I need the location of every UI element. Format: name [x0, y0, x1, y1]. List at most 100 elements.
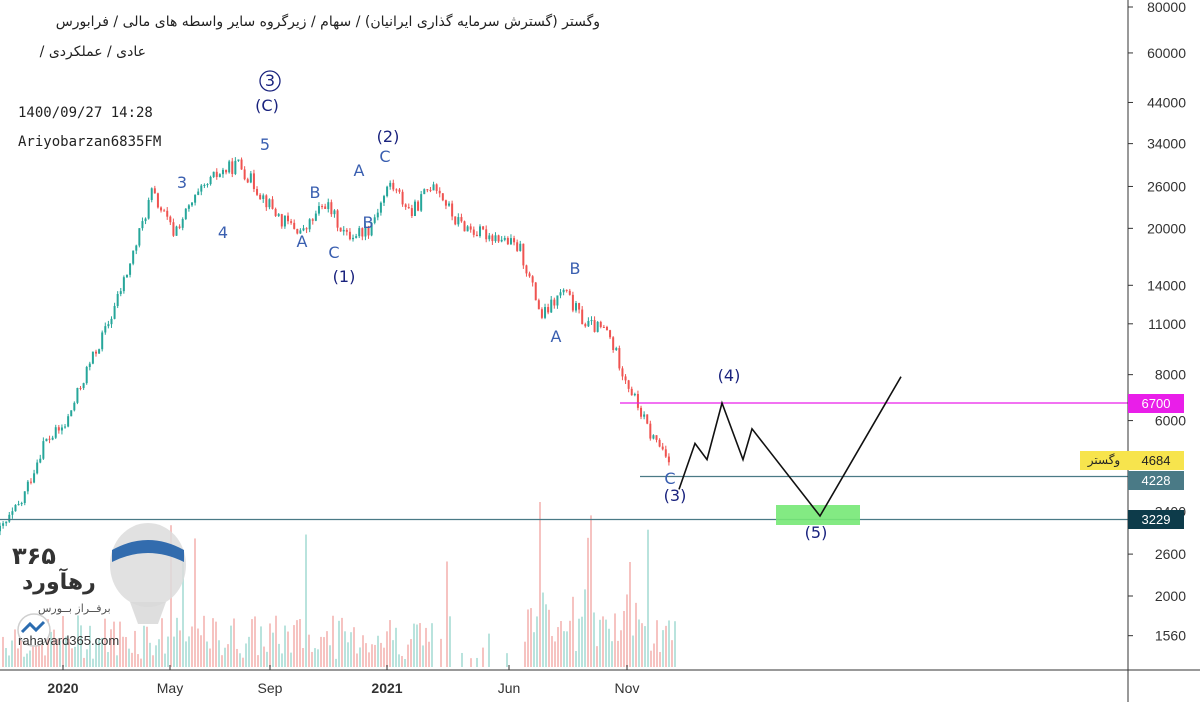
candle-body — [119, 291, 122, 294]
candle-body — [667, 456, 670, 463]
logo-number: ۳۶۵ — [12, 542, 56, 570]
candle-body — [324, 206, 327, 210]
candle-body — [33, 473, 36, 483]
volume-bar — [200, 635, 202, 667]
wave-label: A — [354, 161, 365, 180]
candle-body — [132, 250, 135, 264]
candle-body — [581, 309, 584, 325]
wave-label: C — [379, 147, 390, 166]
current-price-box: 4684 — [1128, 451, 1184, 470]
candle-body — [110, 318, 113, 325]
candle-body — [163, 210, 166, 212]
wave-label: (4) — [718, 366, 741, 385]
volume-bar — [2, 636, 4, 667]
volume-bar — [242, 657, 244, 667]
candle-body — [621, 368, 624, 377]
candle-body — [389, 182, 392, 187]
volume-bar — [662, 630, 664, 667]
volume-bar — [584, 589, 586, 667]
volume-bar — [215, 621, 217, 667]
candle-body — [370, 222, 373, 236]
candle-body — [287, 215, 289, 222]
candle-body — [122, 277, 125, 292]
volume-bar — [578, 618, 580, 667]
volume-bar — [158, 639, 160, 667]
volume-bar — [527, 609, 529, 667]
volume-bar — [236, 648, 238, 667]
candle-body — [540, 309, 543, 318]
candle-body — [609, 330, 612, 338]
candle-body — [513, 238, 516, 243]
candle-body — [302, 228, 305, 231]
volume-bar — [263, 646, 265, 667]
y-tick-label: 34000 — [1147, 136, 1186, 152]
wave-label: 5 — [260, 135, 270, 154]
candle-body — [646, 414, 649, 424]
wave-label: B — [363, 213, 374, 232]
candle-body — [466, 226, 469, 232]
volume-bar — [329, 645, 331, 667]
candle-body — [643, 414, 646, 417]
volume-bar — [356, 653, 358, 667]
volume-bar — [653, 643, 655, 667]
volume-bar — [53, 629, 55, 667]
volume-bar — [398, 654, 400, 667]
volume-bar — [614, 613, 616, 667]
candle-body — [225, 169, 228, 173]
volume-bar — [110, 629, 112, 667]
volume-bar — [164, 653, 166, 667]
candle-body — [178, 226, 181, 228]
candle-body — [649, 423, 652, 439]
volume-bar — [566, 631, 568, 667]
volume-bar — [563, 631, 565, 667]
volume-bar — [608, 628, 610, 667]
volume-bar — [95, 639, 97, 667]
candle-body — [352, 237, 355, 240]
volume-bar — [551, 636, 553, 667]
candle-body — [578, 303, 581, 310]
candle-body — [488, 235, 491, 240]
candle-body — [129, 263, 132, 275]
volume-bar — [17, 648, 19, 667]
candle-body — [187, 205, 190, 209]
volume-bar — [209, 648, 211, 667]
volume-bar — [224, 647, 226, 667]
author-label: Ariyobarzan6835FM — [18, 134, 162, 150]
volume-bar — [116, 655, 118, 667]
x-tick-label: Jun — [498, 680, 521, 696]
candle-body — [661, 446, 664, 450]
y-tick-label: 6000 — [1155, 413, 1186, 429]
candle-body — [550, 299, 553, 313]
volume-bar — [239, 653, 241, 667]
candle-body — [231, 161, 234, 174]
volume-bar — [29, 650, 31, 667]
volume-bar — [98, 638, 100, 667]
candle-body — [144, 218, 147, 222]
volume-bar — [8, 655, 10, 667]
candle-body — [314, 213, 317, 221]
candle-body — [85, 366, 88, 384]
candle-body — [355, 236, 358, 238]
volume-bar — [395, 627, 397, 667]
candle-body — [463, 221, 466, 232]
candle-body — [553, 299, 556, 306]
candle-body — [259, 194, 262, 200]
volume-bar — [596, 646, 598, 667]
volume-bar — [146, 626, 148, 667]
volume-bar — [587, 537, 589, 667]
volume-bar — [197, 628, 199, 667]
candle-body — [479, 226, 481, 237]
volume-bar — [440, 638, 442, 667]
candle-body — [79, 387, 82, 389]
volume-bar — [641, 623, 643, 667]
candle-body — [321, 206, 324, 208]
x-tick-label: May — [157, 680, 183, 696]
candle-body — [141, 221, 144, 229]
volume-bar — [74, 646, 76, 667]
candle-body — [23, 491, 26, 503]
volume-bar — [407, 644, 409, 667]
volume-bar — [644, 626, 646, 667]
volume-bar — [629, 562, 631, 667]
candle-body — [166, 210, 169, 217]
